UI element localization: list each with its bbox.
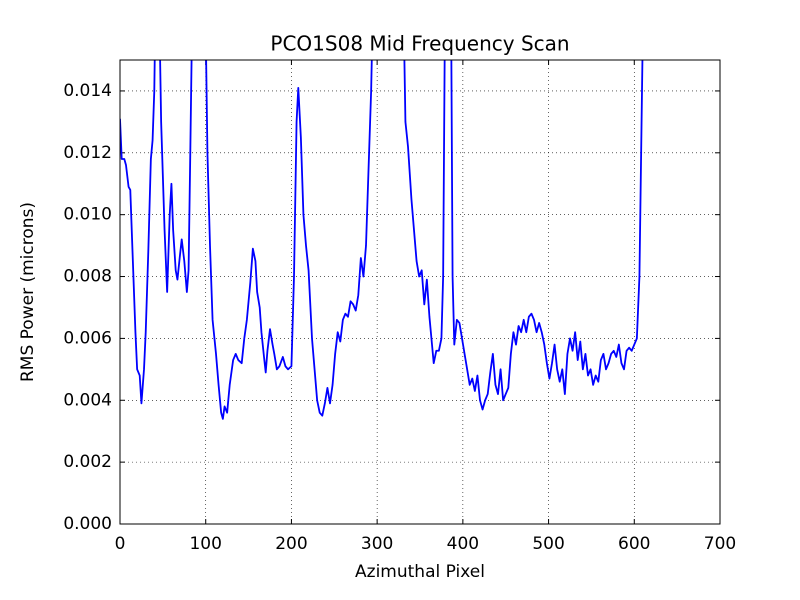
y-tick-label: 0.006 [63,328,112,348]
x-tick-label: 400 [447,534,479,554]
y-tick-label: 0.014 [63,81,112,101]
x-tick-label: 700 [704,534,736,554]
y-tick-label: 0.004 [63,390,112,410]
chart-title: PCO1S08 Mid Frequency Scan [270,32,569,56]
y-tick-label: 0.000 [63,514,112,534]
plot-frame [119,59,721,525]
x-tick-label: 100 [189,534,221,554]
y-tick-label: 0.002 [63,452,112,472]
data-line [120,60,644,420]
x-axis-label: Azimuthal Pixel [355,562,485,582]
y-tick-label: 0.008 [63,267,112,287]
y-axis-label: RMS Power (microns) [18,202,38,382]
x-tick-label: 0 [115,534,126,554]
x-tick-label: 500 [532,534,564,554]
y-tick-label: 0.012 [63,143,112,163]
x-tick-label: 300 [361,534,393,554]
x-tick-label: 200 [275,534,307,554]
y-tick-label: 0.010 [63,205,112,225]
x-tick-label: 600 [618,534,650,554]
